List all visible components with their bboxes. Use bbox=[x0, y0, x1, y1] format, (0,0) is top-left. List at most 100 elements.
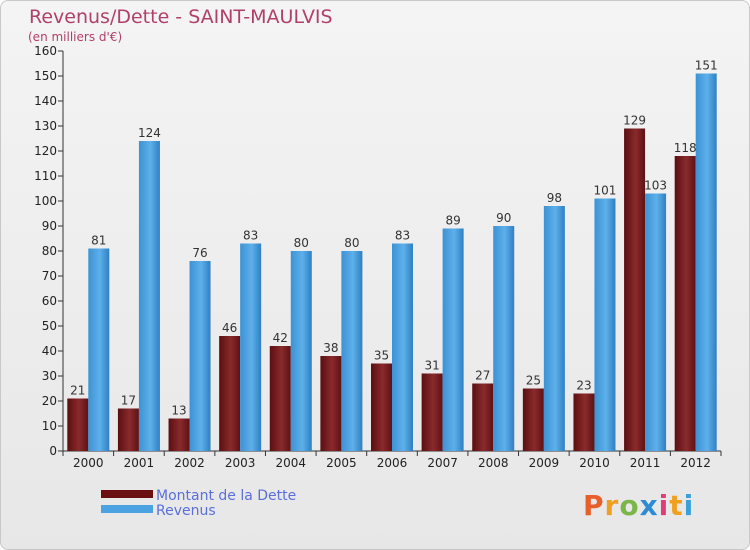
legend-label-revenus: Revenus bbox=[156, 503, 216, 519]
data-label: 17 bbox=[121, 394, 136, 408]
bar-dette bbox=[624, 128, 646, 451]
y-tick-label: 150 bbox=[34, 69, 57, 83]
bar-revenus bbox=[240, 243, 262, 451]
data-label: 103 bbox=[644, 179, 667, 193]
logo-letter: r bbox=[604, 489, 620, 522]
y-tick-label: 60 bbox=[42, 294, 57, 308]
data-label: 101 bbox=[594, 184, 617, 198]
x-tick-label: 2002 bbox=[174, 456, 205, 470]
y-tick-label: 10 bbox=[42, 419, 57, 433]
bar-dette bbox=[573, 393, 595, 451]
bar-dette bbox=[67, 398, 89, 451]
x-tick-label: 2000 bbox=[73, 456, 104, 470]
legend-swatch-dette bbox=[101, 490, 153, 498]
bar-revenus bbox=[645, 193, 667, 451]
logo-letter: i bbox=[658, 489, 670, 522]
bar-dette bbox=[117, 408, 139, 451]
bar-revenus bbox=[138, 141, 160, 451]
x-tick-label: 2004 bbox=[275, 456, 306, 470]
bars-group bbox=[67, 73, 717, 451]
x-tick-label: 2011 bbox=[630, 456, 661, 470]
bar-revenus bbox=[290, 251, 312, 451]
legend-swatch-revenus bbox=[101, 505, 153, 513]
data-label: 23 bbox=[576, 379, 591, 393]
y-tick-label: 130 bbox=[34, 119, 57, 133]
bar-revenus bbox=[594, 198, 616, 451]
x-tick-label: 2008 bbox=[478, 456, 509, 470]
y-tick-label: 90 bbox=[42, 219, 57, 233]
chart-title: Revenus/Dette - SAINT-MAULVIS bbox=[29, 6, 333, 28]
y-tick-label: 80 bbox=[42, 244, 57, 258]
logo-letter: t bbox=[669, 489, 684, 522]
data-label: 21 bbox=[70, 384, 85, 398]
bar-revenus bbox=[442, 228, 464, 451]
logo-letter: i bbox=[683, 489, 695, 522]
x-tick-label: 2010 bbox=[579, 456, 610, 470]
data-label: 98 bbox=[547, 191, 562, 205]
logo-letter: o bbox=[619, 489, 640, 522]
x-tick-label: 2012 bbox=[680, 456, 711, 470]
data-label: 25 bbox=[526, 374, 541, 388]
data-label: 151 bbox=[695, 59, 718, 73]
y-tick-label: 110 bbox=[34, 169, 57, 183]
data-label: 129 bbox=[623, 114, 646, 128]
x-tick-label: 2003 bbox=[225, 456, 256, 470]
y-tick-label: 70 bbox=[42, 269, 57, 283]
bar-revenus bbox=[88, 248, 110, 451]
x-tick-label: 2009 bbox=[529, 456, 560, 470]
bar-revenus bbox=[543, 206, 565, 451]
bar-dette bbox=[522, 388, 544, 451]
bar-dette bbox=[219, 336, 241, 451]
data-label: 76 bbox=[192, 246, 207, 260]
y-tick-label: 160 bbox=[34, 44, 57, 58]
data-label: 80 bbox=[294, 236, 309, 250]
x-tick-label: 2006 bbox=[377, 456, 408, 470]
data-label: 80 bbox=[344, 236, 359, 250]
data-label: 118 bbox=[674, 141, 697, 155]
bar-dette bbox=[421, 373, 443, 451]
bar-dette bbox=[320, 356, 342, 451]
y-tick-label: 40 bbox=[42, 344, 57, 358]
proxiti-logo: Proxiti bbox=[583, 489, 694, 522]
y-tick-label: 120 bbox=[34, 144, 57, 158]
logo-letter: P bbox=[583, 489, 605, 522]
y-tick-label: 20 bbox=[42, 394, 57, 408]
labels-group: 21 81 17 124 13 76 46 83 42 80 38 80 35 83 31 89 27 90 25 9… bbox=[70, 59, 717, 418]
data-label: 83 bbox=[243, 229, 258, 243]
data-label: 83 bbox=[395, 229, 410, 243]
bar-dette bbox=[674, 156, 696, 451]
data-label: 42 bbox=[273, 331, 288, 345]
data-label: 27 bbox=[475, 369, 490, 383]
y-tick-label: 140 bbox=[34, 94, 57, 108]
data-label: 81 bbox=[91, 234, 106, 248]
bar-revenus bbox=[493, 226, 515, 451]
y-tick-label: 50 bbox=[42, 319, 57, 333]
bar-revenus bbox=[695, 73, 717, 451]
bar-revenus bbox=[392, 243, 413, 451]
y-tick-label: 0 bbox=[49, 444, 57, 458]
bar-revenus bbox=[189, 261, 211, 451]
y-tick-label: 100 bbox=[34, 194, 57, 208]
legend: Montant de la Dette Revenus bbox=[101, 488, 296, 519]
bar-dette bbox=[472, 383, 494, 451]
bar-dette bbox=[168, 418, 190, 451]
data-label: 89 bbox=[445, 214, 460, 228]
data-label: 13 bbox=[171, 404, 186, 418]
bar-dette bbox=[269, 346, 291, 451]
x-tick-label: 2005 bbox=[326, 456, 357, 470]
data-label: 35 bbox=[374, 349, 389, 363]
data-label: 46 bbox=[222, 321, 237, 335]
chart-subtitle: (en milliers d'€) bbox=[28, 30, 123, 44]
x-tick-label: 2007 bbox=[427, 456, 458, 470]
bar-revenus bbox=[341, 251, 363, 451]
data-label: 124 bbox=[138, 126, 161, 140]
bar-dette bbox=[371, 363, 392, 451]
y-tick-label: 30 bbox=[42, 369, 57, 383]
x-tick-label: 2001 bbox=[124, 456, 155, 470]
logo-letter: x bbox=[639, 489, 659, 522]
data-label: 31 bbox=[424, 359, 439, 373]
data-label: 38 bbox=[323, 341, 338, 355]
legend-label-dette: Montant de la Dette bbox=[156, 488, 296, 504]
